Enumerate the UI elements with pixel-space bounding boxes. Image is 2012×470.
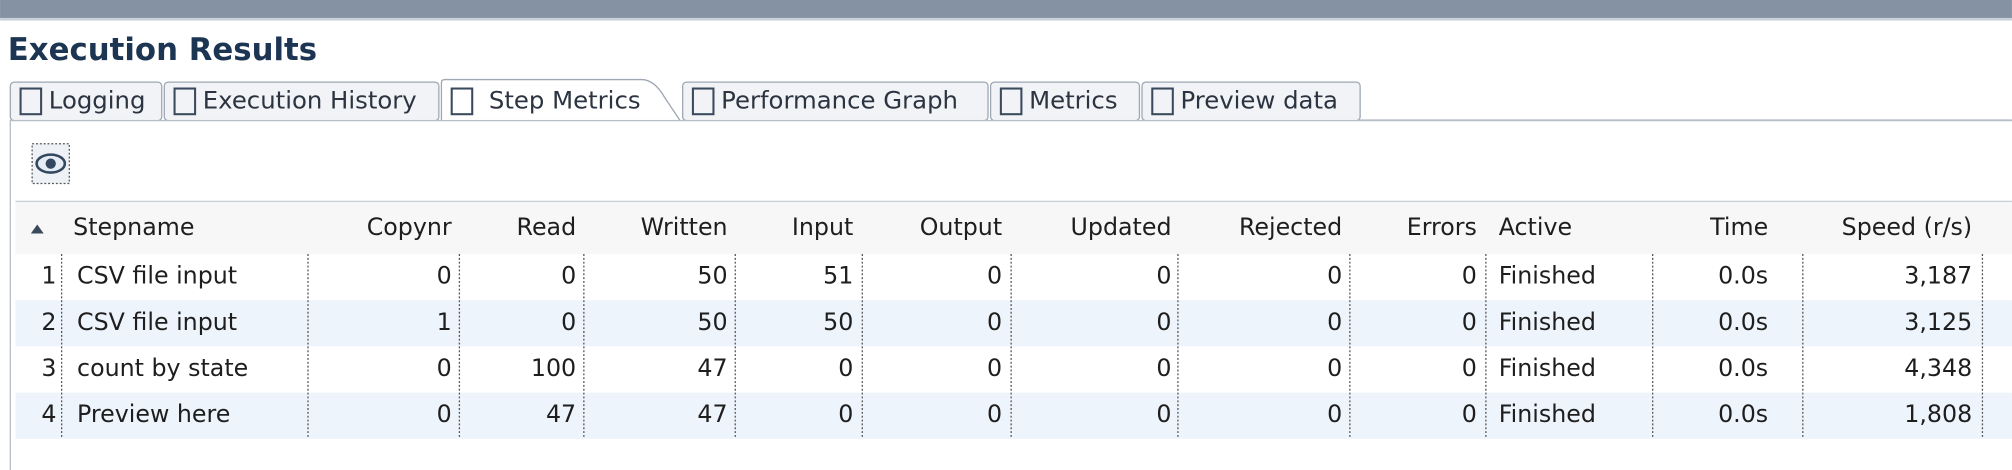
column-header[interactable]: Errors	[1407, 213, 1477, 241]
column-header[interactable]: Read	[517, 213, 577, 241]
table-cell: 0	[437, 262, 452, 290]
table-cell: 0	[1156, 354, 1171, 382]
tab[interactable]	[440, 78, 681, 121]
table-cell: 50	[697, 308, 727, 336]
row-number: 1	[41, 262, 56, 290]
table-cell: 50	[823, 308, 853, 336]
table-row	[15, 300, 2012, 347]
table-cell: 0	[1327, 308, 1342, 336]
column-header[interactable]: Active	[1499, 213, 1572, 241]
table-cell: 0	[987, 262, 1002, 290]
table-cell: 0	[1327, 354, 1342, 382]
table-cell: 1,808	[1904, 400, 1972, 428]
column-header[interactable]: Speed (r/s)	[1842, 213, 1973, 241]
tab-icon	[1151, 87, 1174, 116]
table-cell: 1	[437, 308, 452, 336]
table-cell: 0	[1156, 400, 1171, 428]
table-cell: 4,348	[1904, 354, 1972, 382]
tab-bar: Logging Execution History Step Metrics Perf…	[9, 78, 2012, 122]
table-cell: 51	[823, 262, 853, 290]
table-cell: 100	[531, 354, 576, 382]
tab-label[interactable]: Execution History	[203, 85, 417, 114]
tab-label[interactable]: Metrics	[1029, 85, 1117, 114]
column-header[interactable]: Rejected	[1239, 213, 1342, 241]
table-cell: 47	[697, 354, 727, 382]
tab-label[interactable]: Logging	[49, 85, 146, 114]
table-cell: 3,187	[1904, 262, 1972, 290]
table-cell: Preview here	[77, 400, 230, 428]
table-cell: 0	[987, 400, 1002, 428]
column-header[interactable]: Written	[641, 213, 728, 241]
top-bar	[0, 0, 2012, 18]
panel-title: Execution Results	[8, 32, 317, 68]
tab-icon	[19, 87, 43, 116]
table-header	[15, 202, 2012, 255]
table-cell: Finished	[1499, 262, 1596, 290]
table-cell: Finished	[1499, 308, 1596, 336]
table-cell: 0	[1462, 400, 1477, 428]
tab-label[interactable]: Preview data	[1181, 85, 1338, 114]
table-cell: 0	[437, 354, 452, 382]
table-cell: 0.0s	[1718, 308, 1768, 336]
sort-icon	[30, 224, 44, 234]
tab-label[interactable]: Step Metrics	[489, 85, 641, 114]
tab-icon	[691, 87, 715, 116]
table-cell: 0	[1327, 262, 1342, 290]
table-cell: 0	[561, 308, 576, 336]
tab-icon	[450, 87, 474, 116]
table-cell: 0	[437, 400, 452, 428]
tab-label[interactable]: Performance Graph	[721, 85, 958, 114]
table-cell: Finished	[1499, 354, 1596, 382]
table-cell: 3,125	[1904, 308, 1972, 336]
table-cell: 0.0s	[1718, 400, 1768, 428]
table-cell: 0	[1462, 308, 1477, 336]
table-cell: 47	[697, 400, 727, 428]
table-cell: 0	[838, 400, 853, 428]
column-header[interactable]: Updated	[1071, 213, 1172, 241]
table-cell: 0	[987, 354, 1002, 382]
row-number: 2	[41, 308, 56, 336]
table-cell: 0	[1462, 354, 1477, 382]
column-header[interactable]: Time	[1709, 213, 1768, 241]
table-cell: 0.0s	[1718, 354, 1768, 382]
row-number: 4	[41, 400, 56, 428]
tab-icon	[999, 87, 1023, 116]
table-cell: 0	[987, 308, 1002, 336]
table-cell: 0	[1156, 262, 1171, 290]
column-header[interactable]: Copynr	[367, 213, 452, 241]
table-row	[15, 254, 2012, 301]
row-number: 3	[41, 354, 56, 382]
table-cell: 0.0s	[1718, 262, 1768, 290]
table-row	[15, 392, 2012, 439]
table-cell: 47	[546, 400, 576, 428]
table-cell: CSV file input	[77, 308, 237, 336]
column-header[interactable]: Stepname	[73, 213, 194, 241]
table-cell: Finished	[1499, 400, 1596, 428]
table-cell: CSV file input	[77, 262, 237, 290]
table-cell: 0	[1462, 262, 1477, 290]
top-bar-edge	[0, 17, 2012, 21]
table-cell: 50	[697, 262, 727, 290]
column-header[interactable]: Input	[792, 213, 853, 241]
table-cell: 0	[1156, 308, 1171, 336]
table-cell: count by state	[77, 354, 248, 382]
tab-icon	[173, 87, 197, 116]
table-row	[15, 346, 2012, 393]
table: Stepname Copynr Read Written Input Output Upda…	[15, 213, 2012, 439]
table-cell: 0	[561, 262, 576, 290]
column-header[interactable]: Output	[920, 213, 1002, 241]
table-cell: 0	[1327, 400, 1342, 428]
eye-icon	[35, 153, 67, 174]
table-cell: 0	[838, 354, 853, 382]
